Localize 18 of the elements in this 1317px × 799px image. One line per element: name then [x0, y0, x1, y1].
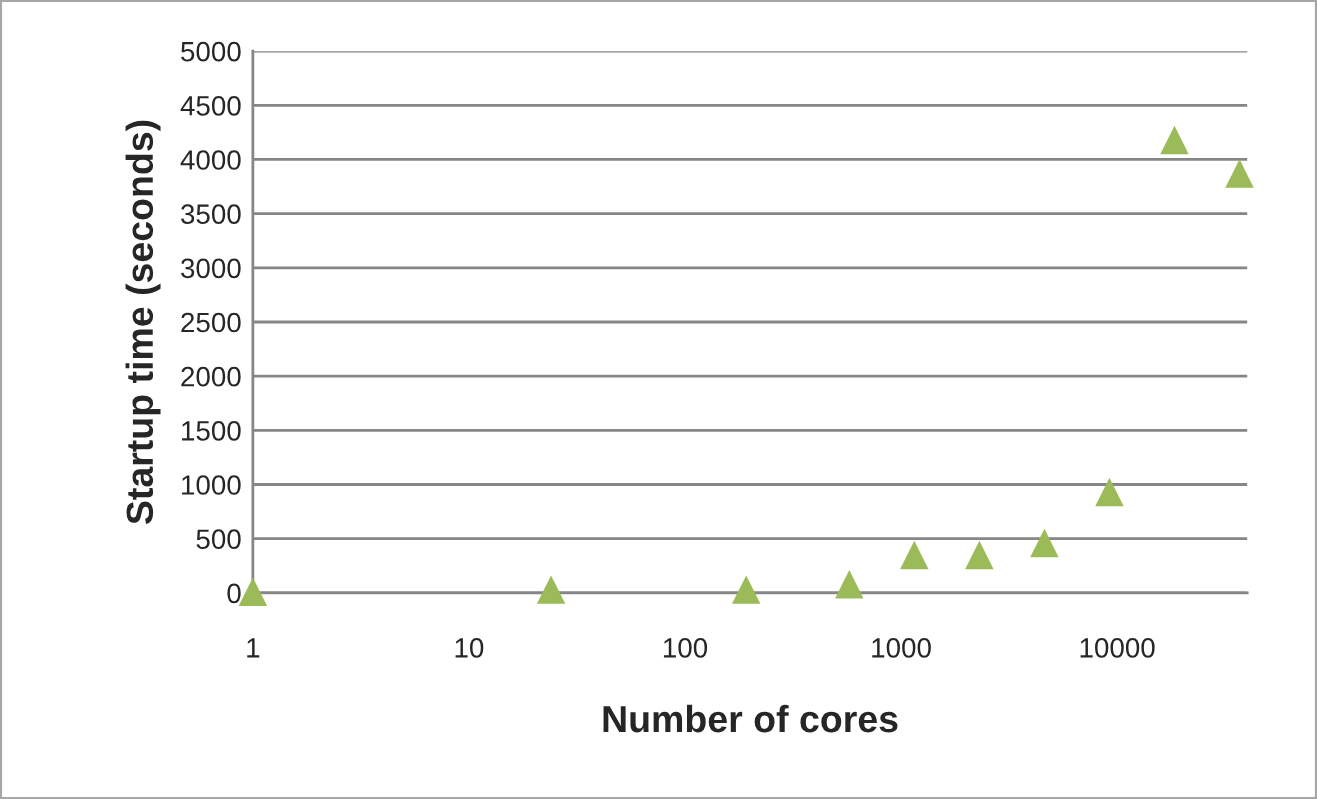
y-tick-label: 3500 — [181, 204, 241, 224]
x-tick-label: 10000 — [1080, 638, 1155, 658]
x-tick-label: 100 — [663, 638, 708, 658]
y-tick-label: 5000 — [181, 41, 241, 62]
x-tick-label: 1 — [247, 638, 260, 658]
x-tick-label: 1000 — [872, 638, 931, 658]
y-tick-label: 2500 — [181, 312, 241, 333]
x-tick-label: 10 — [455, 638, 484, 658]
y-tick-label: 500 — [196, 529, 241, 550]
x-axis-title: Number of cores — [603, 704, 898, 733]
y-tick-label: 0 — [227, 583, 241, 604]
y-tick-label: 4500 — [180, 95, 241, 116]
y-tick-label: 2000 — [181, 366, 241, 387]
y-tick-label: 1000 — [182, 475, 241, 495]
y-tick-label: 1500 — [182, 421, 241, 441]
y-axis-title: Startup time (seconds) — [125, 120, 161, 525]
y-tick-label: 3000 — [181, 258, 241, 279]
y-tick-label: 4000 — [180, 150, 241, 170]
